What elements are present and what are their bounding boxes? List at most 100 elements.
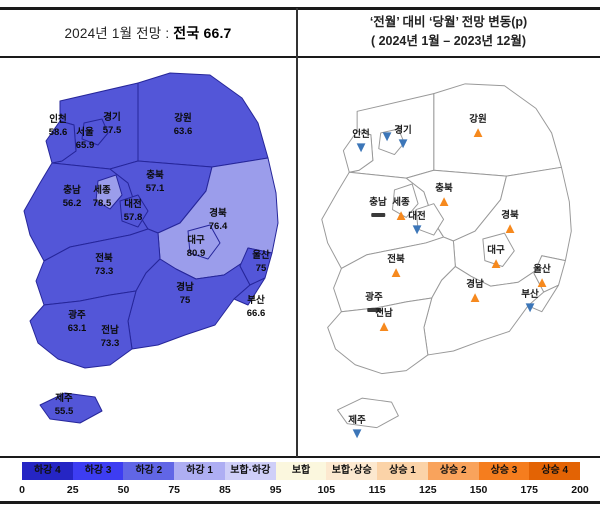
legend-class-하강 4: 하강 4	[22, 462, 73, 480]
legend-class-하강 3: 하강 3	[72, 462, 124, 480]
legend-tick-125: 125	[419, 484, 437, 496]
region-value: 63.6	[173, 126, 193, 137]
legend-tick-150: 150	[469, 484, 488, 496]
no-change-dash-icon	[370, 213, 385, 217]
decrease-triangle-icon: ▼	[349, 425, 365, 442]
region-name: 세종	[392, 197, 410, 208]
region-name: 인천	[49, 114, 67, 125]
region-name: 전북	[387, 254, 405, 265]
region-value-label-세종: 세종 78.5	[93, 184, 112, 210]
region-name: 울산	[533, 264, 551, 275]
legend-class-상승 1: 상승 1	[377, 462, 428, 480]
right-map-title: ‘전월’ 대비 ‘당월’ 전망 변동(p) ( 2024년 1월 – 2023년…	[297, 13, 600, 51]
region-name: 세종	[93, 185, 111, 196]
region-value: 73.3	[94, 266, 114, 277]
region-value-label-충북: 충북 57.1	[146, 169, 165, 195]
region-value: 75	[255, 263, 267, 274]
region-value: 57.1	[145, 183, 165, 194]
decrease-triangle-icon: ▼	[395, 135, 411, 152]
region-name: 부산	[521, 289, 539, 300]
decrease-triangle-icon: ▼	[353, 139, 369, 156]
legend-tick-25: 25	[66, 484, 79, 496]
region-value-label-광주: 광주 63.1	[68, 309, 87, 335]
legend-class-상승 4: 상승 4	[529, 462, 581, 480]
region-shape-부산	[527, 284, 559, 313]
region-change-전남: 전남 ▲	[375, 308, 392, 335]
region-value-label-울산: 울산 75	[252, 249, 269, 275]
region-value: 58.6	[48, 127, 68, 138]
legend-tick-0: 0	[19, 484, 25, 496]
region-value: 78.5	[92, 198, 112, 209]
region-shape-제주	[337, 397, 399, 429]
legend-class-보합·하강: 보합·하강	[224, 462, 276, 480]
top-border	[0, 7, 600, 10]
right-map-title-line1: ‘전월’ 대비 ‘당월’ 전망 변동(p)	[369, 15, 528, 29]
left-map-title-prefix: 2024년 1월 전망 :	[64, 26, 174, 41]
column-divider	[296, 8, 298, 457]
region-name: 경기	[394, 125, 412, 136]
region-shape-서울	[81, 118, 109, 146]
region-name: 강원	[174, 113, 192, 124]
increase-triangle-icon: ▲	[388, 264, 404, 281]
left-map-title: 2024년 1월 전망 : 전국 66.7	[0, 22, 296, 43]
region-change-충남: 충남	[369, 197, 387, 217]
region-value-label-대전: 대전 57.8	[124, 198, 143, 224]
region-shape-세종	[392, 183, 419, 218]
region-name: 충북	[146, 170, 164, 181]
region-value: 63.1	[67, 323, 87, 334]
region-value: 73.3	[100, 338, 120, 349]
region-shape-강원	[137, 72, 269, 168]
legend-tick-50: 50	[117, 484, 130, 496]
region-value-label-대구: 대구 80.9	[187, 234, 206, 260]
increase-triangle-icon: ▲	[534, 274, 550, 291]
increase-triangle-icon: ▲	[376, 318, 392, 335]
region-value: 75	[179, 295, 191, 306]
region-value-label-제주: 제주 55.5	[55, 392, 74, 418]
increase-triangle-icon: ▲	[470, 124, 486, 141]
region-name: 부산	[247, 295, 265, 306]
region-shape-대전	[119, 194, 149, 228]
region-name: 경남	[176, 282, 194, 293]
region-name: 인천	[352, 129, 370, 140]
region-shape-부산	[233, 277, 266, 306]
legend-class-하강 2: 하강 2	[123, 462, 175, 480]
legend-class-보합·상승: 보합·상승	[326, 462, 378, 480]
region-shape-대구	[482, 232, 515, 268]
increase-triangle-icon: ▲	[502, 220, 518, 237]
region-name: 대구	[487, 245, 505, 256]
decrease-triangle-icon: ▼	[409, 221, 425, 238]
region-change-제주: 제주 ▼	[348, 415, 366, 442]
region-name: 광주	[365, 292, 383, 303]
region-change-충북: 충북 ▲	[435, 183, 452, 210]
region-change-강원: 강원 ▲	[469, 114, 487, 141]
region-change-서울: ▼	[380, 129, 395, 144]
region-change-인천: 인천 ▼	[352, 129, 370, 156]
region-value-label-충남: 충남 56.2	[63, 184, 82, 210]
change-outline-map	[321, 83, 572, 429]
region-value-label-전남: 전남 73.3	[101, 324, 120, 350]
legend-tick-75: 75	[168, 484, 181, 496]
region-name: 강원	[469, 114, 487, 125]
region-value-label-전북: 전북 73.3	[95, 252, 114, 278]
region-name: 경남	[466, 279, 484, 290]
region-name: 광주	[68, 310, 86, 321]
increase-triangle-icon: ▲	[393, 207, 409, 224]
region-change-울산: 울산 ▲	[533, 264, 551, 291]
region-value: 66.6	[246, 308, 266, 319]
region-name: 제주	[348, 415, 366, 426]
region-name: 울산	[252, 250, 270, 261]
increase-triangle-icon: ▲	[488, 255, 504, 272]
legend-tick-115: 115	[368, 484, 386, 496]
region-value-label-강원: 강원 63.6	[174, 112, 193, 138]
region-name: 경북	[501, 210, 519, 221]
forecast-choropleth-map	[23, 72, 279, 424]
region-value: 57.5	[102, 125, 122, 136]
region-name: 경북	[209, 208, 227, 219]
region-change-광주: 광주	[365, 292, 383, 312]
region-value-label-인천: 인천 58.6	[49, 113, 68, 139]
national-total-value: 전국 66.7	[173, 25, 232, 41]
region-shape-세종	[95, 174, 123, 210]
decrease-triangle-icon: ▼	[522, 299, 538, 316]
legend-class-보합: 보합	[275, 462, 327, 480]
increase-triangle-icon: ▲	[436, 193, 452, 210]
